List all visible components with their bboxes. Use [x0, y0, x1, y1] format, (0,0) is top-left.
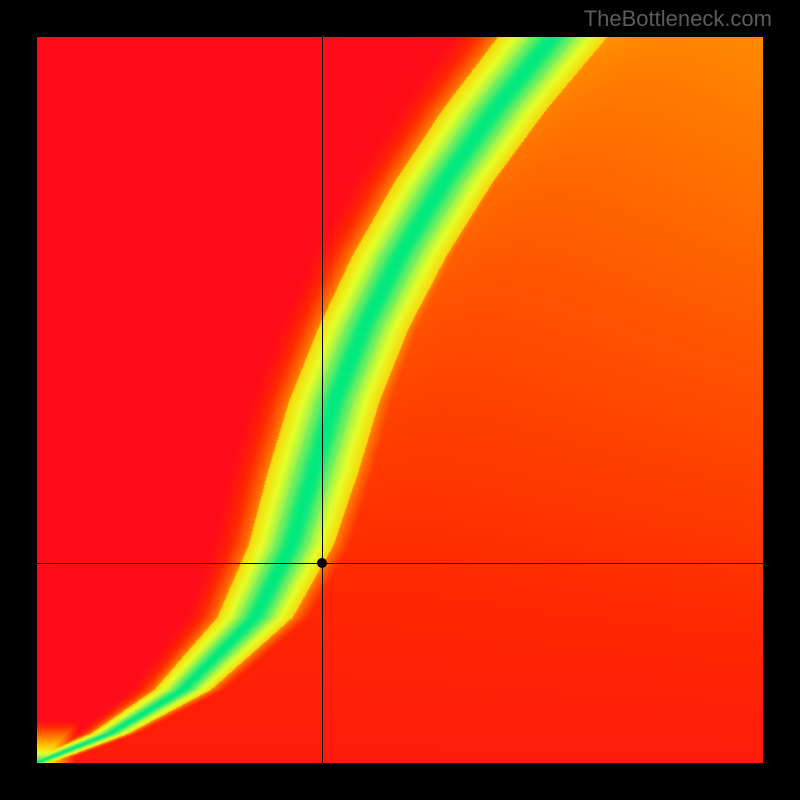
crosshair-vertical — [322, 37, 323, 763]
crosshair-horizontal — [37, 563, 763, 564]
watermark-text: TheBottleneck.com — [584, 6, 772, 32]
crosshair-marker — [317, 558, 327, 568]
heatmap-canvas — [37, 37, 763, 763]
heatmap-plot — [37, 37, 763, 763]
